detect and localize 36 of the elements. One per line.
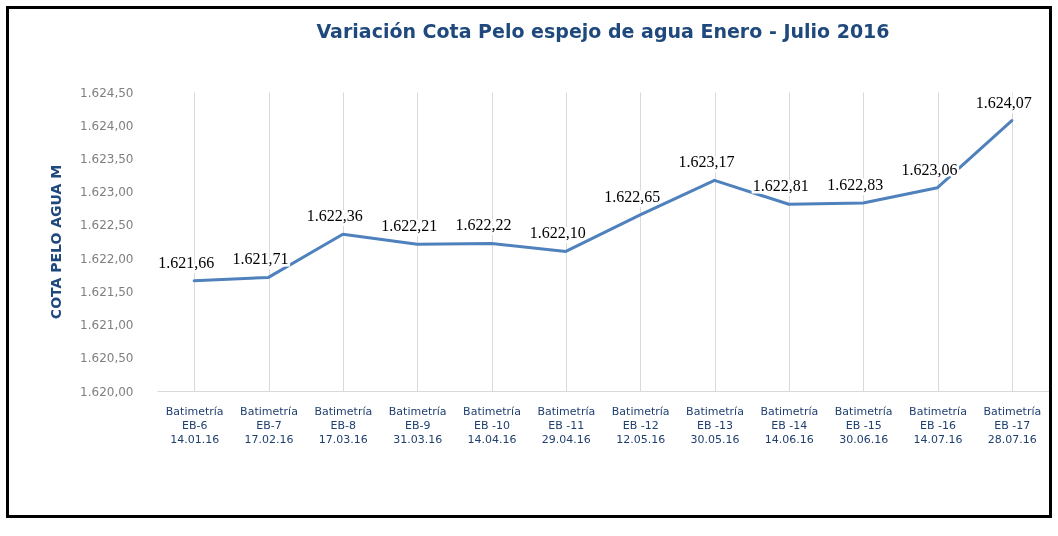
x-tick-label: Batimetría EB -14 14.06.16 <box>760 404 819 446</box>
data-label: 1.624,07 <box>975 93 1032 111</box>
y-tick-label: 1.620,00 <box>80 384 134 399</box>
x-tick-label: Batimetría EB-6 14.01.16 <box>165 404 224 446</box>
x-tick-label: Batimetría EB -10 14.04.16 <box>463 404 521 446</box>
x-tick-label: Batimetría EB-7 17.02.16 <box>240 404 298 446</box>
x-tick-label: Batimetría EB -12 12.05.16 <box>611 404 670 446</box>
x-tick-label: Batimetría EB -11 29.04.16 <box>537 404 596 446</box>
y-tick-label: 1.623,50 <box>80 151 134 166</box>
data-label: 1.622,22 <box>455 216 512 234</box>
x-tick-label: Batimetría EB -15 30.06.16 <box>834 404 893 446</box>
data-label: 1.622,10 <box>529 224 586 242</box>
y-tick-label: 1.621,50 <box>80 284 134 299</box>
chart-title: Variación Cota Pelo espejo de agua Enero - Julio 2016 <box>316 20 890 42</box>
data-label: 1.621,71 <box>232 250 289 268</box>
data-label: 1.622,81 <box>752 177 809 195</box>
data-label: 1.622,36 <box>306 207 363 225</box>
data-label: 1.622,83 <box>827 175 884 193</box>
y-axis-title: COTA PELO AGUA M <box>48 164 65 320</box>
y-tick-label: 1.624,50 <box>80 85 134 100</box>
data-label: 1.622,21 <box>381 217 438 235</box>
y-tick-label: 1.622,00 <box>80 251 134 266</box>
data-label: 1.621,66 <box>158 253 215 271</box>
x-tick-label: Batimetría EB -17 28.07.16 <box>983 404 1042 446</box>
y-tick-label: 1.622,50 <box>80 218 134 233</box>
y-tick-label: 1.621,00 <box>80 318 134 333</box>
y-tick-label: 1.623,00 <box>80 185 134 200</box>
y-tick-label: 1.624,00 <box>80 118 134 133</box>
x-tick-label: Batimetría EB-8 17.03.16 <box>314 404 373 446</box>
x-tick-label: Batimetría EB -16 14.07.16 <box>909 404 967 446</box>
x-tick-label: Batimetría EB -13 30.05.16 <box>686 404 744 446</box>
y-tick-label: 1.620,50 <box>80 351 134 366</box>
data-label: 1.622,65 <box>604 187 661 205</box>
data-label: 1.623,06 <box>901 160 958 178</box>
data-label: 1.623,17 <box>678 153 735 171</box>
x-tick-label: Batimetría EB-9 31.03.16 <box>388 404 447 446</box>
